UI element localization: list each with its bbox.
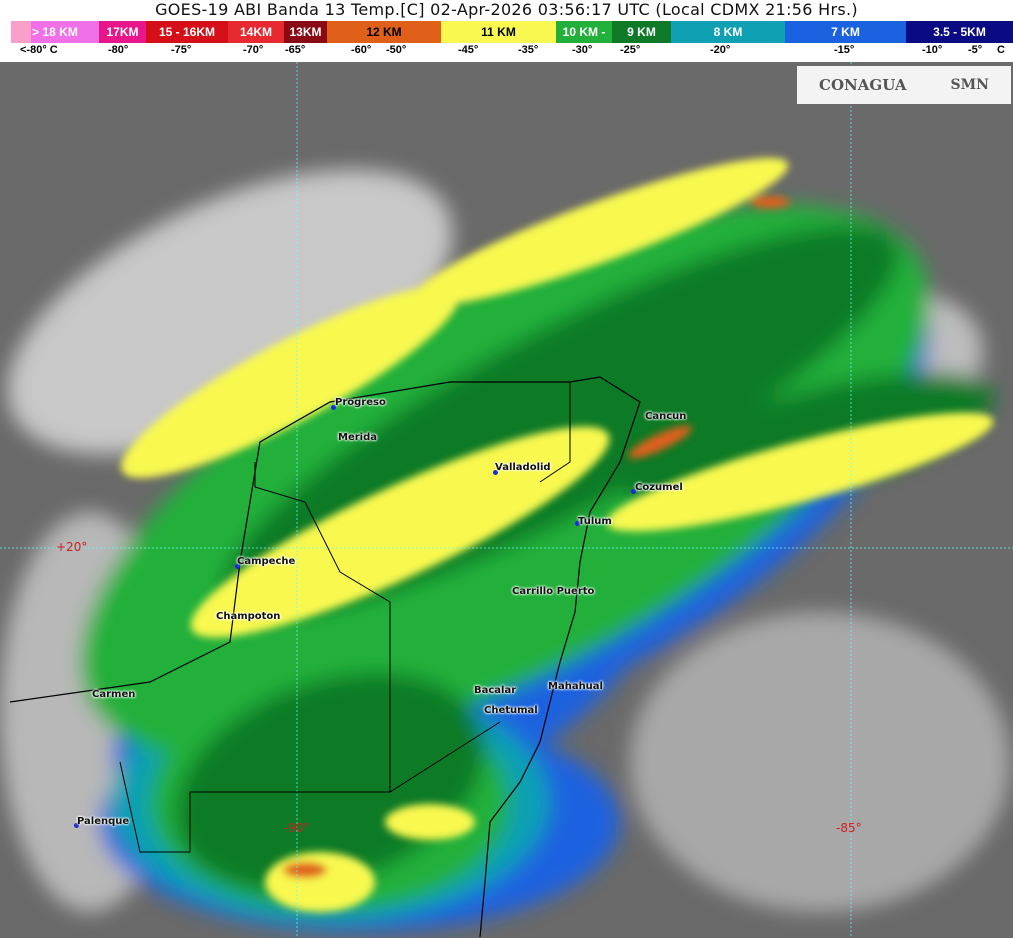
cloud-gray bbox=[630, 612, 1010, 912]
legend-tick: -30° bbox=[572, 44, 593, 56]
legend-segment: 13KM bbox=[284, 21, 327, 43]
legend-segment: > 18 KM bbox=[11, 21, 99, 43]
city-label-cozumel: Cozumel bbox=[635, 482, 683, 493]
legend-segment: 8 KM bbox=[671, 21, 785, 43]
lon-label-90: -90° bbox=[284, 821, 310, 835]
legend-tick: -60° bbox=[351, 44, 372, 56]
legend-tick: -15° bbox=[834, 44, 855, 56]
graticule bbox=[0, 62, 1013, 938]
city-marker bbox=[493, 470, 498, 475]
legend-segment: 12 KM bbox=[327, 21, 441, 43]
city-label-cancun: Cancun bbox=[645, 411, 687, 422]
cloud-gray bbox=[7, 169, 453, 455]
legend-tick: -20° bbox=[710, 44, 731, 56]
state-border bbox=[119, 382, 571, 853]
city-marker bbox=[74, 823, 79, 828]
legend-tick: -70° bbox=[243, 44, 264, 56]
agency-logos: CONAGUA SMN bbox=[797, 66, 1011, 104]
legend-ticks: <-80° C -80° -75° -70° -65° -60° -50° -4… bbox=[0, 44, 1013, 62]
cloud-layer bbox=[0, 62, 1013, 938]
city-label-chetumal: Chetumal bbox=[484, 705, 538, 716]
city-label-bacalar: Bacalar bbox=[474, 685, 517, 696]
color-legend: > 18 KM 17KM 15 - 16KM 14KM 13KM 12 KM 1… bbox=[11, 21, 1013, 43]
conagua-logo: CONAGUA bbox=[819, 76, 907, 94]
city-label-valladolid: Valladolid bbox=[495, 462, 551, 473]
cloud-yellow bbox=[606, 412, 994, 532]
legend-segment: 17KM bbox=[99, 21, 146, 43]
lat-label-20: +20° bbox=[56, 540, 88, 554]
cloud-orange bbox=[628, 425, 692, 459]
legend-segment: 11 KM bbox=[441, 21, 556, 43]
cloud-yellow bbox=[411, 158, 789, 306]
city-label-campeche: Campeche bbox=[237, 556, 296, 567]
cloud-orange bbox=[283, 862, 327, 878]
city-label-tulum: Tulum bbox=[578, 516, 612, 527]
satellite-map: CONAGUA SMN +20° -90° -85° Progreso Meri… bbox=[0, 62, 1013, 938]
legend-tick: -50° bbox=[386, 44, 407, 56]
legend-tick: -80° bbox=[108, 44, 129, 56]
cloud-yellow bbox=[265, 852, 375, 912]
legend-segment: 10 KM - bbox=[556, 21, 612, 43]
legend-tick: -35° bbox=[518, 44, 539, 56]
legend-segment: 7 KM bbox=[785, 21, 906, 43]
city-label-progreso: Progreso bbox=[335, 397, 386, 408]
cloud-yellow bbox=[190, 426, 610, 638]
city-marker bbox=[331, 405, 336, 410]
city-marker bbox=[235, 564, 240, 569]
legend-segment: 3.5 - 5KM bbox=[906, 21, 1013, 43]
legend-tick: -65° bbox=[285, 44, 306, 56]
legend-tick: <-80° C bbox=[20, 44, 58, 56]
city-marker bbox=[575, 521, 580, 526]
legend-tick: -10° bbox=[922, 44, 943, 56]
cloud-yellow bbox=[385, 804, 475, 840]
image-title: GOES-19 ABI Banda 13 Temp.[C] 02-Apr-202… bbox=[155, 0, 858, 19]
cloud-yellow bbox=[121, 286, 459, 478]
legend-tick: -75° bbox=[171, 44, 192, 56]
city-label-palenque: Palenque bbox=[77, 816, 130, 827]
legend-tick: C bbox=[997, 44, 1005, 56]
legend-tick: -5° bbox=[968, 44, 983, 56]
city-marker bbox=[631, 489, 636, 494]
city-label-merida: Merida bbox=[338, 432, 377, 443]
city-label-mahahual: Mahahual bbox=[548, 681, 603, 692]
city-label-champoton: Champoton bbox=[216, 611, 281, 622]
coastline bbox=[9, 376, 641, 938]
city-label-carmen: Carmen bbox=[92, 689, 136, 700]
smn-logo: SMN bbox=[950, 77, 989, 93]
legend-tick: -45° bbox=[458, 44, 479, 56]
legend-segment: 15 - 16KM bbox=[146, 21, 228, 43]
legend-segment: 14KM bbox=[228, 21, 284, 43]
city-label-carrillo-puerto: Carrillo Puerto bbox=[512, 586, 595, 597]
legend-tick: -25° bbox=[620, 44, 641, 56]
legend-segment: 9 KM bbox=[612, 21, 671, 43]
lon-label-85: -85° bbox=[836, 821, 862, 835]
cloud-orange bbox=[750, 196, 790, 208]
